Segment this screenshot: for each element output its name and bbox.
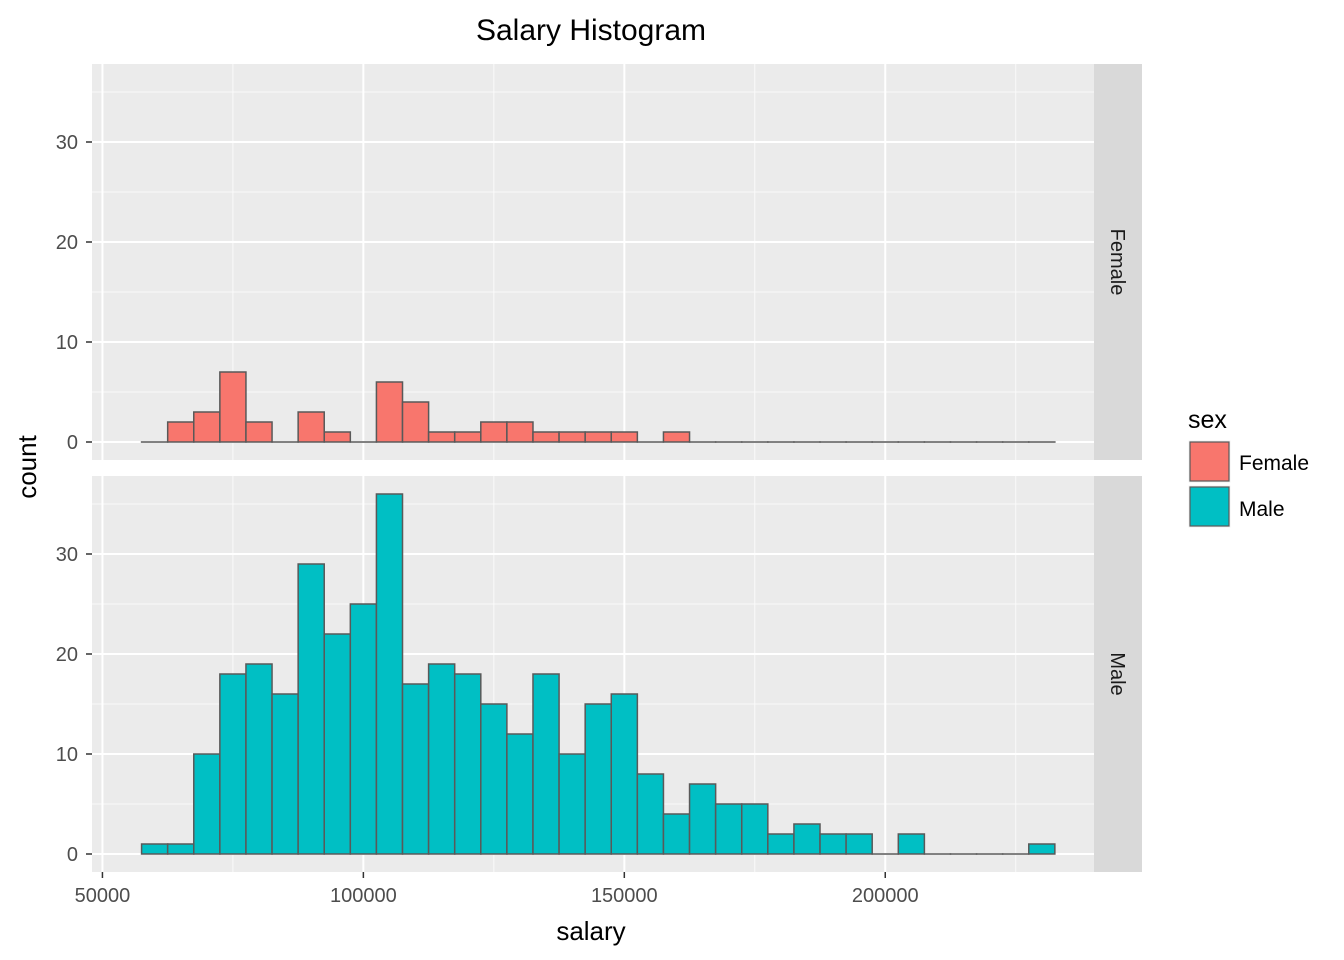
histogram-bar [584, 431, 613, 443]
y-tick-label: 0 [67, 432, 78, 454]
y-axis-label: count [12, 434, 42, 498]
legend-key-female [1189, 441, 1230, 482]
histogram-bar [297, 411, 325, 443]
panel-background [92, 64, 1094, 460]
facet-strip-label: Male [1106, 652, 1128, 695]
histogram-bar [584, 703, 613, 855]
legend-key-male [1189, 486, 1230, 527]
histogram-bar [610, 431, 639, 443]
legend-title: sex [1188, 406, 1227, 434]
histogram-bar [323, 431, 352, 443]
y-tick-label: 20 [56, 644, 78, 666]
histogram-bar [166, 421, 195, 443]
histogram-bar [219, 371, 247, 443]
histogram-bar [767, 833, 795, 855]
facet-panels: 0 10 20 30 Female 0 10 20 30 Male [56, 64, 1142, 872]
histogram-bar [532, 673, 560, 855]
histogram-bar [610, 693, 639, 855]
x-tick-label: 100000 [330, 885, 397, 907]
histogram-bar [349, 603, 378, 855]
x-tick-label: 50000 [75, 885, 131, 907]
y-tick-label: 10 [56, 744, 78, 766]
legend-label-male: Male [1239, 498, 1285, 521]
facet-panel-male: 0 10 20 30 Male [56, 476, 1142, 872]
histogram-bar [297, 563, 325, 855]
histogram-bar [688, 783, 717, 855]
histogram-bar [219, 673, 247, 855]
chart-title: Salary Histogram [476, 14, 706, 47]
histogram-bar [453, 431, 482, 443]
facet-strip [1094, 476, 1142, 872]
x-axis-label: salary [556, 916, 625, 946]
histogram-bar [427, 431, 456, 443]
histogram-bar [532, 431, 560, 443]
histogram-bar [245, 421, 273, 443]
histogram-bar [558, 753, 586, 855]
histogram-bar [453, 673, 482, 855]
legend-label-female: Female [1239, 452, 1309, 475]
histogram-bar [245, 663, 273, 855]
histogram-bar [740, 803, 769, 855]
bars-female [140, 371, 1056, 443]
facet-strip-label: Female [1106, 229, 1128, 296]
histogram-bar [323, 633, 352, 855]
x-axis: 50000 100000 150000 200000 [75, 872, 919, 907]
histogram-bar [662, 431, 691, 443]
histogram-bar [401, 683, 430, 855]
histogram-bar [375, 493, 404, 855]
histogram-bar [819, 833, 847, 855]
histogram-bar [427, 663, 456, 855]
histogram-bar [845, 833, 873, 855]
y-tick-label: 0 [67, 844, 78, 866]
y-tick-label: 10 [56, 332, 78, 354]
histogram-bar [375, 381, 404, 443]
histogram-bar [271, 693, 299, 855]
histogram-bar [401, 401, 430, 443]
x-tick-label: 150000 [591, 885, 658, 907]
y-tick-label: 20 [56, 232, 78, 254]
histogram-bar [793, 823, 821, 855]
legend: sex Female Male [1187, 406, 1309, 529]
facet-strip [1094, 64, 1142, 460]
facet-panel-female: 0 10 20 30 Female [56, 64, 1142, 460]
histogram-bar [193, 753, 221, 855]
histogram-bar [480, 421, 508, 443]
histogram-bar [480, 703, 508, 855]
histogram-bar [558, 431, 586, 443]
histogram-bar [714, 803, 743, 855]
histogram-bar [506, 421, 534, 443]
histogram-bar [166, 843, 195, 855]
histogram-bar [193, 411, 221, 443]
histogram-bar [636, 773, 665, 855]
histogram-bar [506, 733, 534, 855]
histogram-bar [140, 843, 169, 855]
histogram-bar [897, 833, 926, 855]
x-tick-label: 200000 [852, 885, 919, 907]
histogram-bar [1028, 843, 1056, 855]
bars-male [140, 493, 1056, 855]
y-tick-label: 30 [56, 544, 78, 566]
histogram-bar [662, 813, 691, 855]
y-tick-label: 30 [56, 132, 78, 154]
